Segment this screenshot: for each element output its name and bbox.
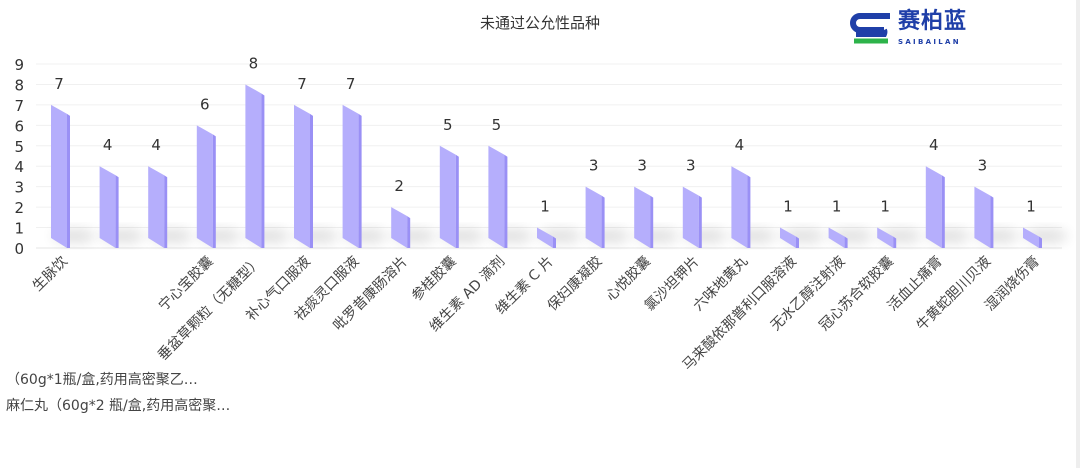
y-tick-label: 7 [14,97,24,115]
y-tick-label: 2 [14,199,24,217]
bar-side [67,113,70,248]
x-tick-label: 生脉饮 [30,254,71,295]
bar-side [747,175,751,248]
bar-side [844,236,848,248]
x-tick-label: 参桂胶囊 [408,253,460,305]
logo-subtext: SAIBAILAN [898,38,961,46]
saibailan-logo: 赛柏蓝 SAIBAILAN [850,10,1010,50]
bar [439,145,456,248]
bar-side [990,195,994,248]
bar [828,227,845,248]
bar [925,166,942,248]
data-label: 1 [832,198,842,216]
data-label: 3 [686,157,696,175]
bar-side [504,154,508,248]
y-tick-label: 6 [14,117,24,135]
bar [245,84,262,248]
bar [682,186,699,248]
data-label: 4 [929,136,939,154]
bar [974,186,991,248]
bar [731,166,748,248]
data-label: 1 [880,198,890,216]
data-label: 4 [103,136,113,154]
data-label: 2 [394,177,404,195]
y-tick-label: 0 [14,240,24,258]
y-tick-label: 8 [14,76,24,94]
bar-side [358,113,362,248]
bar [294,104,310,248]
bar-side [893,236,897,248]
bar-side [212,134,216,248]
bar-side [164,175,168,248]
logo-s-icon [850,13,890,44]
chart-title: 未通过公允性品种 [479,14,600,32]
bar [148,166,165,248]
data-label: 4 [735,136,745,154]
bar-side [407,216,411,248]
data-label: 3 [978,157,988,175]
bar [634,186,651,248]
y-tick-label: 1 [14,220,24,238]
bar-side [650,195,654,248]
bar [391,207,408,248]
data-label: 7 [54,75,64,93]
x-tick-label: （60g*1瓶/盒,药用高密聚乙… [6,371,198,388]
data-label: 8 [249,54,259,72]
data-label: 6 [200,95,210,113]
y-tick-label: 9 [14,56,24,74]
data-label: 1 [783,198,793,216]
bar [51,104,67,248]
bar [537,227,553,248]
data-label: 3 [589,157,599,175]
bar [1023,227,1039,248]
bar [585,186,602,248]
bar [877,227,894,248]
data-label: 5 [492,116,502,134]
bar-side [698,195,702,248]
data-label: 4 [151,136,161,154]
bar-side [941,175,945,248]
data-label: 3 [637,157,647,175]
x-tick-label: 心悦胶囊 [602,253,654,305]
y-tick-label: 5 [14,138,24,156]
logo-text: 赛柏蓝 [898,9,968,34]
bar-side [1039,236,1042,248]
bar-side [261,93,265,248]
bar [342,104,359,248]
bar-side [796,236,799,248]
bar-side [455,154,459,248]
y-tick-label: 4 [14,158,24,176]
bar [780,227,796,248]
bar-side [601,195,605,248]
bar-side [310,113,313,248]
data-label: 5 [443,116,453,134]
bar [196,125,213,248]
bar [488,145,505,248]
bar [99,166,116,248]
data-label: 7 [346,75,356,93]
y-tick-label: 3 [14,179,24,197]
x-tick-label: 麻仁丸（60g*2 瓶/盒,药用高密聚… [6,397,230,414]
scrollbar[interactable] [1076,0,1080,468]
data-label: 1 [1026,198,1036,216]
data-label: 7 [297,75,307,93]
bar-side [553,236,556,248]
data-label: 1 [540,198,550,216]
bar-side [115,175,119,248]
